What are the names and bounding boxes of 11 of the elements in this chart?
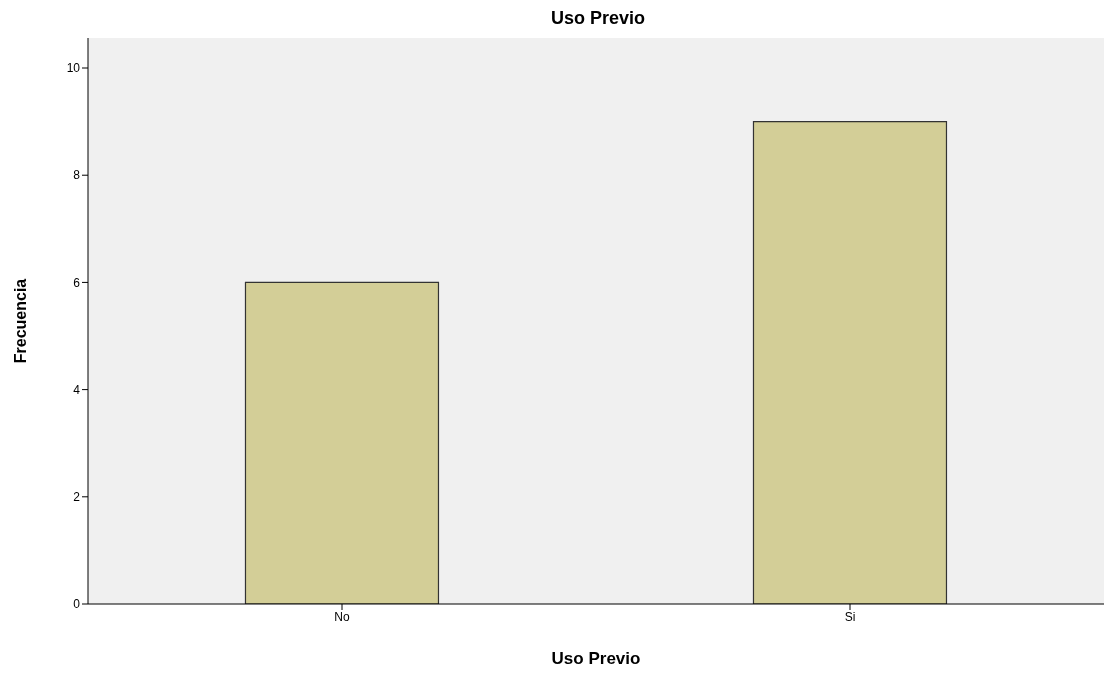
x-axis-title: Uso Previo <box>551 649 641 668</box>
y-tick-label: 4 <box>73 382 81 397</box>
y-tick-label: 0 <box>73 597 81 612</box>
y-tick-label: 2 <box>73 490 81 505</box>
chart-title: Uso Previo <box>549 8 646 30</box>
x-tick-label: No <box>334 609 350 624</box>
y-tick-label: 10 <box>66 61 81 76</box>
y-tick-label: 6 <box>73 275 81 290</box>
x-tick-label: Si <box>844 609 856 624</box>
y-axis-title: Frecuencia <box>11 278 29 364</box>
y-tick-label: 8 <box>73 168 81 183</box>
